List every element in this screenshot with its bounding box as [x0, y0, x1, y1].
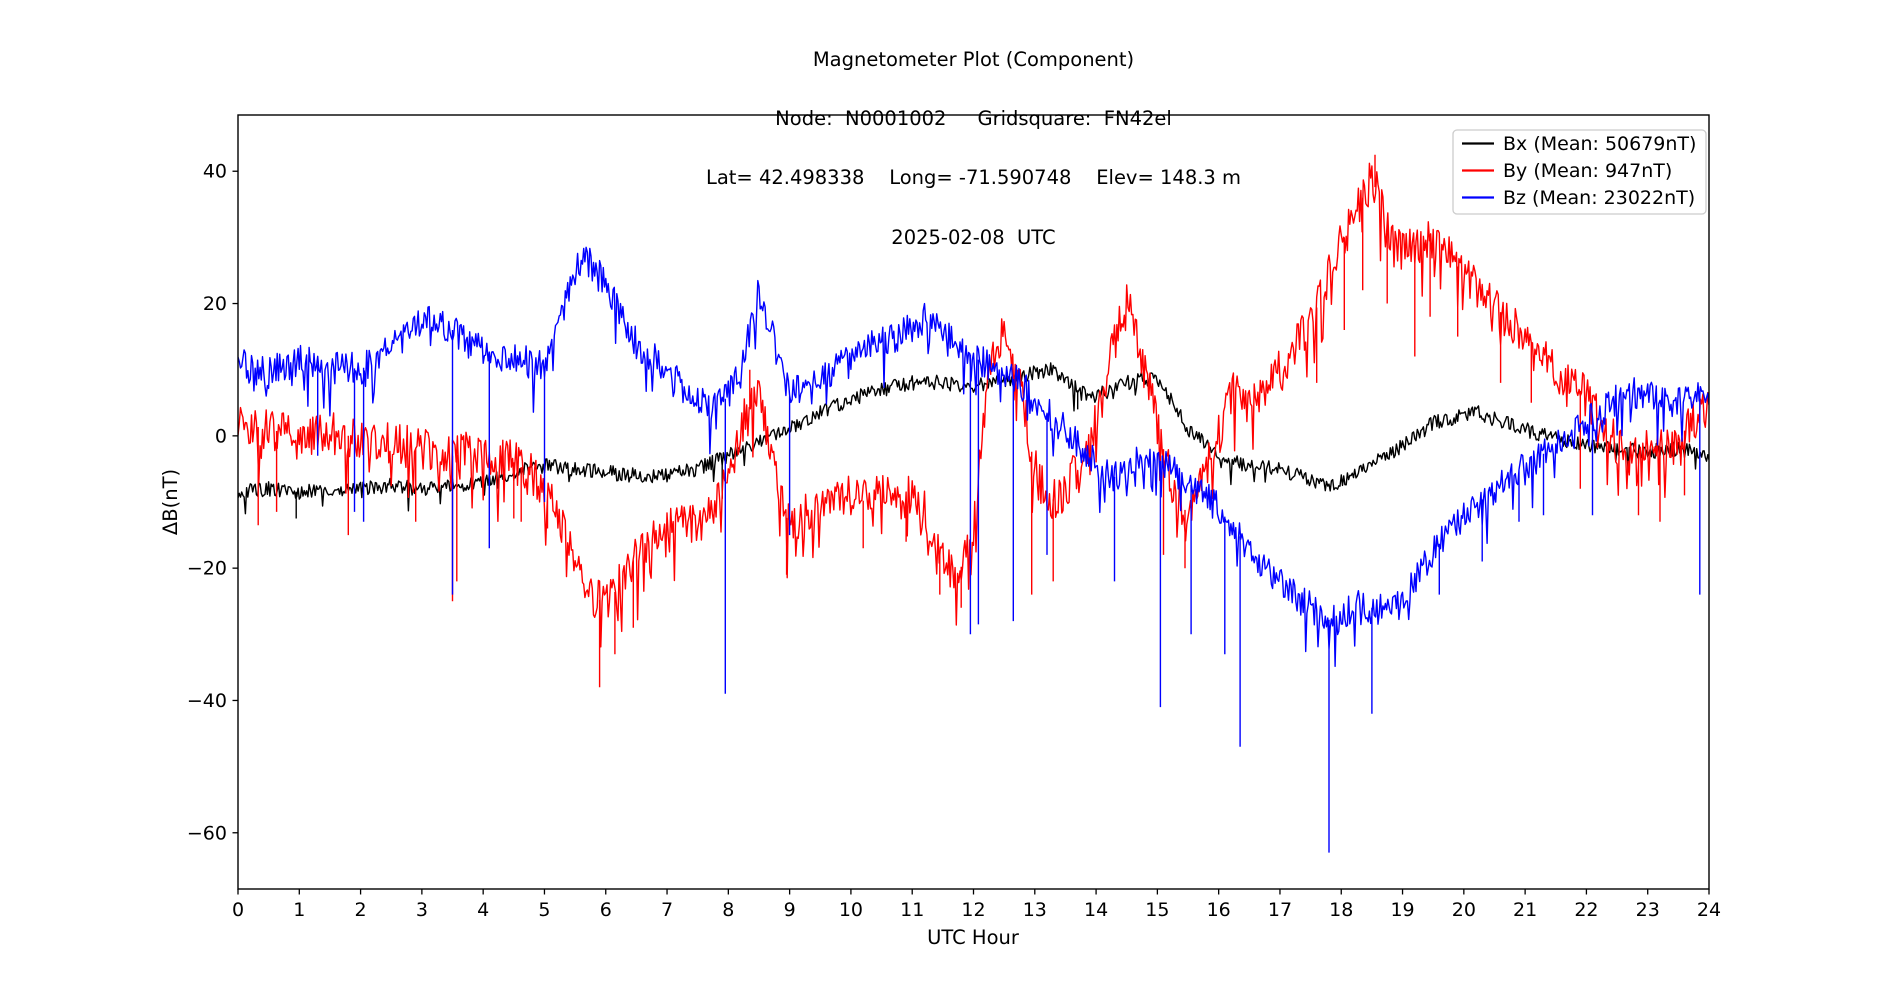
series-by [238, 154, 1709, 688]
x-tick-label: 20 [1452, 899, 1476, 921]
legend-entry-label: By (Mean: 947nT) [1503, 160, 1672, 182]
x-tick-label: 19 [1390, 899, 1414, 921]
title-line-date: 2025-02-08 UTC [891, 225, 1056, 249]
data-series-group [238, 154, 1709, 853]
x-tick-label: 22 [1574, 899, 1598, 921]
legend: Bx (Mean: 50679nT) By (Mean: 947nT) Bz (Me… [1452, 129, 1707, 215]
y-tick-label: −40 [187, 690, 227, 712]
y-tick-label: −20 [187, 558, 227, 580]
x-tick-label: 6 [600, 899, 612, 921]
x-tick-label: 23 [1636, 899, 1660, 921]
x-tick-label: 5 [538, 899, 550, 921]
x-tick-label: 17 [1268, 899, 1292, 921]
legend-box [1452, 129, 1707, 215]
x-axis-label: UTC Hour [927, 926, 1020, 949]
legend-entry-label: Bz (Mean: 23022nT) [1503, 187, 1695, 209]
axes: 0 1 2 3 4 5 6 7 8 9 10 11 12 13 14 15 16 17 18 19 20 21 22 23 24… [187, 161, 1721, 921]
x-tick-label: 2 [355, 899, 367, 921]
x-tick-label: 24 [1697, 899, 1721, 921]
title-line-coords: Lat= 42.498338 Long= -71.590748 Elev= 14… [705, 166, 1242, 190]
x-tick-label: 11 [900, 899, 924, 921]
x-tick-label: 0 [232, 899, 244, 921]
series-bz [238, 246, 1709, 853]
x-tick-label: 15 [1145, 899, 1169, 921]
y-tick-label: 20 [203, 293, 227, 315]
plot-frame [237, 114, 1710, 890]
y-tick-label: 40 [203, 161, 227, 183]
series-bx [238, 362, 1709, 519]
y-tick-label: −60 [187, 822, 227, 844]
x-tick-label: 3 [416, 899, 428, 921]
y-axis-label: ΔB(nT) [159, 469, 182, 535]
chart-title-block: Magnetometer Plot (Component) Node: N000… [238, 10, 1709, 287]
x-tick-label: 14 [1084, 899, 1108, 921]
x-tick-label: 9 [784, 899, 796, 921]
x-tick-label: 7 [661, 899, 673, 921]
x-tick-label: 1 [293, 899, 305, 921]
y-tick-label: 0 [215, 425, 227, 447]
x-tick-label: 8 [722, 899, 734, 921]
legend-entry-label: Bx (Mean: 50679nT) [1503, 133, 1696, 155]
x-tick-label: 12 [961, 899, 985, 921]
x-tick-label: 18 [1329, 899, 1353, 921]
title-line-node: Node: N0001002 Gridsquare: FN42el [775, 106, 1172, 130]
x-tick-label: 21 [1513, 899, 1537, 921]
x-tick-label: 13 [1023, 899, 1047, 921]
x-tick-label: 10 [839, 899, 863, 921]
title-line-main: Magnetometer Plot (Component) [812, 47, 1135, 71]
x-tick-label: 4 [477, 899, 489, 921]
x-tick-label: 16 [1207, 899, 1231, 921]
